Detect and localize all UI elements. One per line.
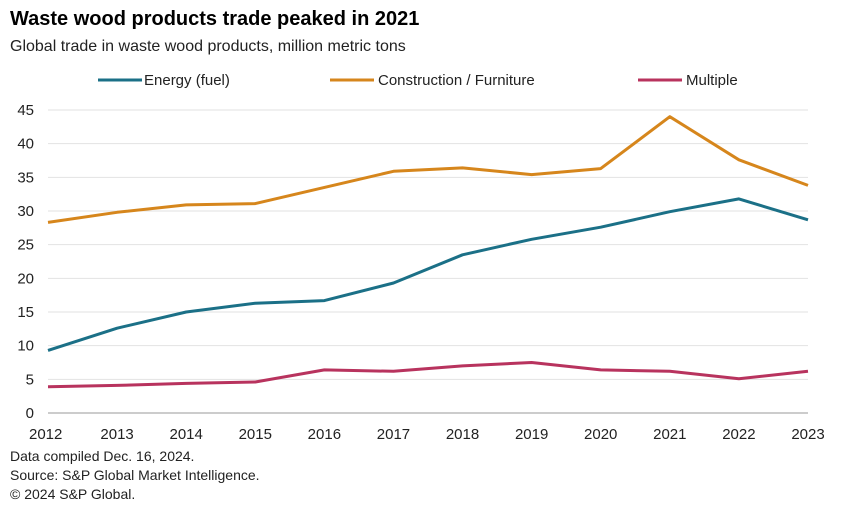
- y-tick-label-20: 20: [17, 270, 34, 287]
- legend-label-2: Construction / Furniture: [378, 72, 535, 89]
- y-tick-label-25: 25: [17, 237, 34, 254]
- x-tick-label-2016: 2016: [308, 426, 341, 443]
- x-tick-label-2017: 2017: [377, 426, 410, 443]
- x-tick-label-2021: 2021: [653, 426, 686, 443]
- series-line-3: [47, 361, 809, 389]
- footer-copyright-note: © 2024 S&P Global.: [10, 486, 136, 502]
- y-tick-label-45: 45: [17, 102, 34, 119]
- x-tick-label-2014: 2014: [169, 426, 202, 443]
- x-tick-label-2015: 2015: [239, 426, 272, 443]
- x-tick-label-2018: 2018: [446, 426, 479, 443]
- x-tick-label-2023: 2023: [791, 426, 824, 443]
- x-tick-label-2022: 2022: [722, 426, 755, 443]
- legend-label-1: Energy (fuel): [144, 72, 230, 89]
- footer-compiled-note: Data compiled Dec. 16, 2024.: [10, 448, 195, 464]
- x-tick-label-2020: 2020: [584, 426, 617, 443]
- y-tick-label-5: 5: [26, 371, 34, 388]
- chart-subtitle: Global trade in waste wood products, mil…: [10, 38, 406, 55]
- x-tick-label-2012: 2012: [29, 426, 62, 443]
- y-tick-label-30: 30: [17, 203, 34, 220]
- legend: Energy (fuel) Construction / Furniture Mul…: [98, 72, 738, 89]
- series-lines: [47, 115, 809, 389]
- chart-title: Waste wood products trade peaked in 2021: [10, 8, 420, 30]
- footer-source-note: Source: S&P Global Market Intelligence.: [10, 467, 260, 483]
- y-tick-label-15: 15: [17, 304, 34, 321]
- y-tick-label-40: 40: [17, 136, 34, 153]
- footer-notes: Data compiled Dec. 16, 2024. Source: S&P…: [10, 447, 260, 504]
- y-tick-label-10: 10: [17, 338, 34, 355]
- x-tick-label-2013: 2013: [100, 426, 133, 443]
- x-tick-label-2019: 2019: [515, 426, 548, 443]
- y-axis: 0 5 10 15 20 25 30 35 40 45: [17, 102, 34, 422]
- y-tick-label-0: 0: [26, 405, 34, 422]
- y-tick-label-35: 35: [17, 169, 34, 186]
- x-axis: 2012 2013 2014 2015 2016 2017 2018 2019 2020 2021…: [29, 426, 825, 443]
- series-line-1: [47, 197, 809, 352]
- series-line-2: [47, 115, 809, 224]
- legend-label-3: Multiple: [686, 72, 738, 89]
